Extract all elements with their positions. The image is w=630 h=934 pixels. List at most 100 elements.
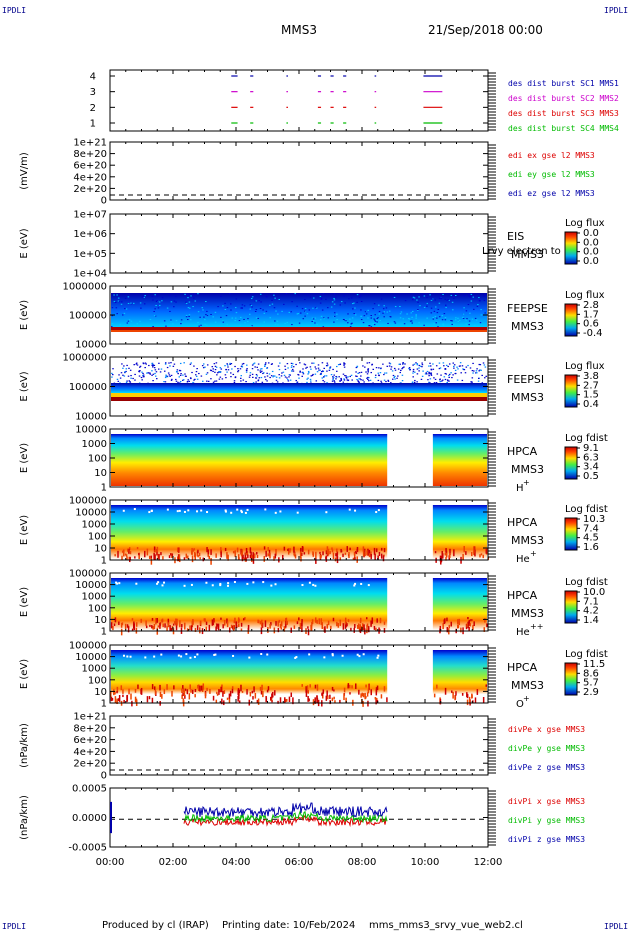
spectrogram-pixel	[347, 313, 349, 315]
spectrogram-pixel	[264, 376, 266, 378]
spectrogram-pixel	[172, 323, 174, 325]
spectrogram-pixel	[203, 316, 205, 318]
spectrogram-pixel	[471, 381, 473, 383]
spectrogram-pixel	[296, 621, 299, 625]
spectrogram-pixel	[111, 326, 113, 328]
spectrogram-pixel	[175, 378, 177, 381]
y-tick-label: 0.0005	[72, 784, 107, 795]
spectrogram-pixel	[360, 295, 362, 297]
spectrogram-pixel	[201, 688, 204, 692]
spectrogram-pixel	[189, 363, 192, 365]
spectrogram-pixel	[269, 304, 271, 306]
spectrogram-pixel	[454, 325, 456, 327]
spectrogram-pixel	[392, 374, 395, 377]
spectrogram-pixel	[121, 363, 123, 365]
datetime-title: 21/Sep/2018 00:00	[428, 23, 543, 37]
spectrogram-pixel	[482, 696, 485, 704]
spectrogram-pixel	[255, 309, 258, 311]
spectrogram-pixel	[312, 318, 315, 320]
spectrogram-pixel	[458, 319, 461, 321]
spectrogram-pixel	[196, 653, 199, 656]
spectrogram-pixel	[320, 373, 322, 375]
colorbar-feepse	[564, 303, 578, 337]
spectrogram-pixel	[461, 379, 464, 382]
spectrogram-pixel	[238, 320, 241, 322]
spectrogram-pixel	[256, 554, 259, 559]
spectrogram-pixel	[290, 366, 293, 368]
species-charge-hpca_o: +	[523, 694, 530, 703]
spectrogram-pixel	[397, 375, 399, 377]
spectrogram-pixel	[191, 371, 193, 374]
spectrogram-pixel	[132, 302, 135, 304]
y-tick-label: 6e+20	[73, 161, 107, 172]
spectrogram-pixel	[212, 316, 214, 318]
spectrogram-pixel	[114, 554, 116, 557]
spectrogram-pixel	[332, 552, 335, 559]
spectrogram-pixel	[309, 684, 311, 688]
spectrogram-pixel	[249, 304, 252, 306]
spectrogram-pixel	[401, 368, 403, 370]
spectrogram-pixel	[354, 557, 356, 560]
spectrogram-pixel	[450, 372, 452, 374]
spectrogram-pixel	[184, 688, 187, 691]
spectrogram-pixel	[219, 584, 222, 587]
spectrogram-pixel	[286, 322, 288, 324]
spectrogram-pixel	[374, 553, 376, 560]
spectrogram-pixel	[112, 374, 114, 376]
spectrogram-pixel	[347, 379, 350, 381]
y-tick-label: 0.0000	[72, 813, 107, 824]
spectrogram-pixel	[139, 302, 142, 304]
spectrogram-pixel	[152, 364, 154, 366]
spectrogram-pixel	[299, 362, 301, 364]
spectrogram-pixel	[448, 363, 451, 365]
spectrogram-pixel	[474, 317, 477, 319]
spectrogram-pixel	[271, 693, 273, 699]
spectrogram-pixel	[189, 307, 191, 309]
spectrogram-pixel	[322, 379, 324, 382]
spectrogram-pixel	[335, 378, 337, 380]
spectrogram-pixel	[150, 325, 152, 327]
spectrogram-pixel	[289, 374, 292, 376]
spectrogram-pixel	[152, 299, 154, 301]
spectrogram-pixel	[297, 313, 300, 315]
spectrogram-pixel	[300, 547, 302, 552]
spectrogram-pixel	[332, 376, 334, 378]
spectrogram-pixel	[309, 380, 312, 382]
spectrogram-pixel	[138, 375, 141, 377]
spectrogram-pixel	[190, 295, 192, 297]
colorbar-title-hpca_he: Log fdist	[565, 504, 608, 515]
spectrogram-pixel	[453, 367, 455, 369]
spectrogram-pixel	[448, 374, 450, 377]
spectrogram-pixel	[124, 308, 126, 310]
legend-divpi-2: divPi z gse MMS3	[508, 835, 585, 844]
spectrogram-pixel	[194, 689, 197, 693]
spectrogram-pixel	[154, 554, 156, 561]
spectrogram-pixel	[194, 627, 197, 632]
spectrogram-pixel	[112, 368, 114, 370]
series-line-divpi-x	[183, 814, 388, 828]
spectrogram-pixel	[435, 322, 438, 324]
spectrogram-pixel	[366, 624, 368, 631]
spectrogram-pixel	[131, 628, 134, 631]
series-line-divpi-z	[183, 802, 388, 819]
spectrogram-pixel	[226, 584, 229, 587]
spectrogram-pixel	[130, 374, 132, 377]
spectrogram-pixel	[260, 690, 263, 695]
spectrogram-pixel	[240, 684, 242, 692]
spectrogram-pixel	[315, 557, 317, 564]
spectrogram-band-hpca_h	[111, 434, 388, 486]
spectrogram-pixel	[444, 298, 446, 300]
spectrogram-pixel	[154, 372, 156, 375]
spectrogram-pixel	[151, 370, 153, 372]
spectrogram-pixel	[375, 511, 378, 514]
instrument-label-hpca_he: HPCA	[507, 516, 538, 529]
y-tick-label: 1	[90, 119, 96, 130]
spectrogram-pixel	[278, 377, 281, 379]
spectrogram-pixel	[368, 553, 371, 558]
spectrogram-pixel	[283, 303, 285, 305]
spectrogram-pixel	[438, 297, 441, 299]
spectrogram-pixel	[282, 371, 285, 373]
spectrogram-pixel	[460, 627, 462, 633]
spectrogram-pixel	[432, 317, 434, 319]
colorbar-tick-label: 0.4	[583, 399, 599, 410]
